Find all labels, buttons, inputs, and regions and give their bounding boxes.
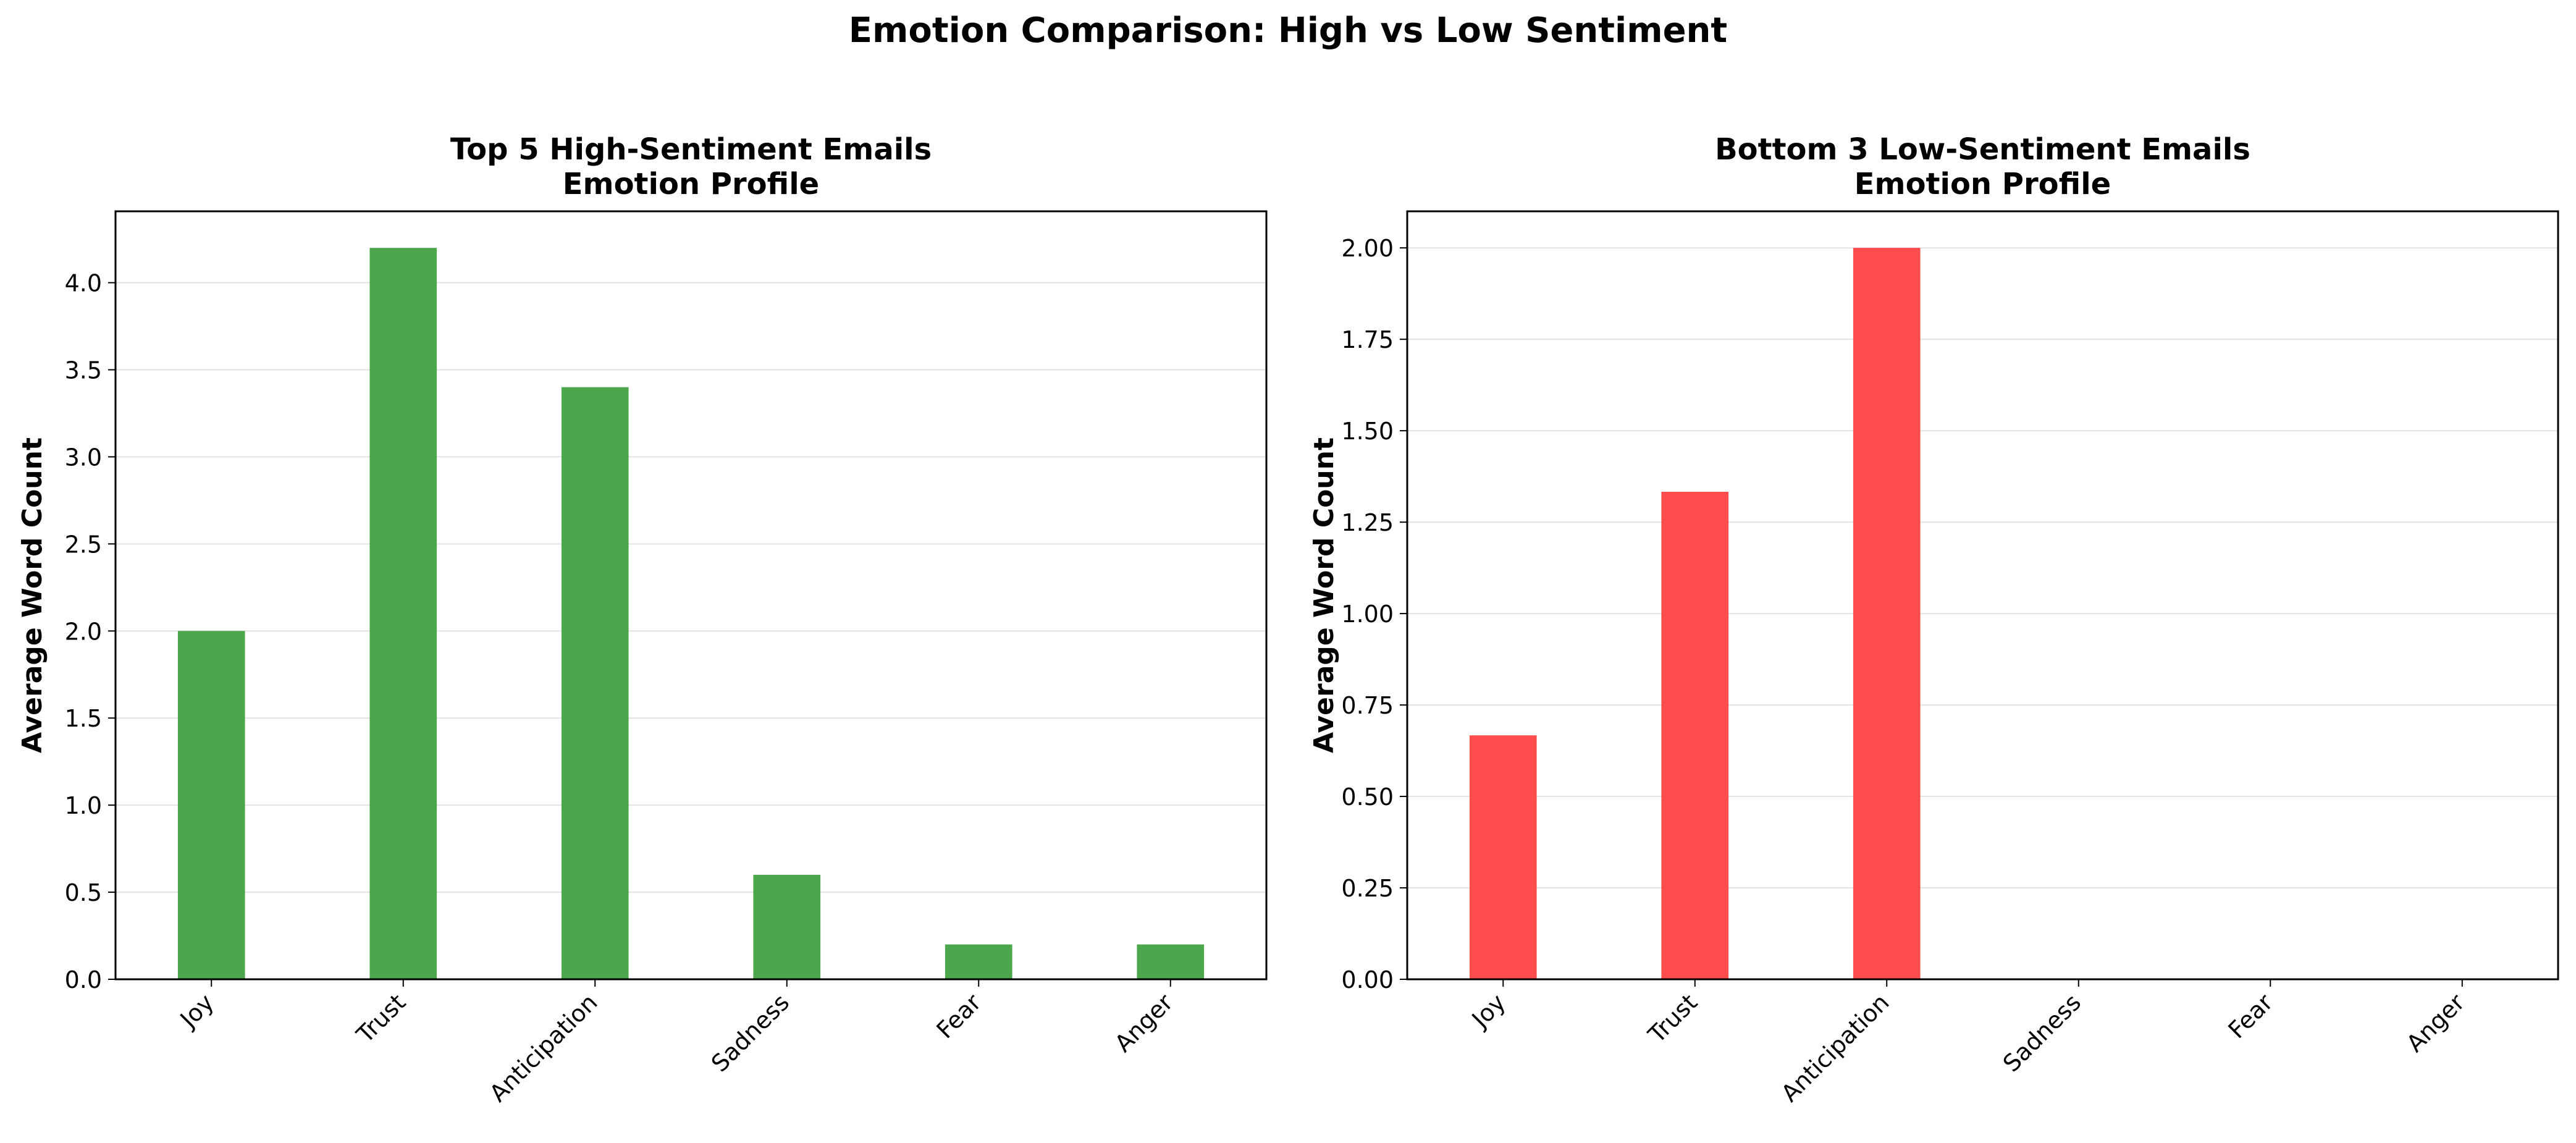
y-axis-label: Average Word Count (17, 437, 48, 753)
y-tick-label: 1.00 (1341, 601, 1394, 628)
bar-sadness (753, 874, 821, 979)
y-tick-label: 2.00 (1341, 235, 1394, 262)
bar-joy (177, 631, 245, 979)
bar-trust (1661, 491, 1729, 979)
y-tick-label: 0.00 (1341, 966, 1394, 993)
x-tick-label-sadness: Sadness (706, 989, 794, 1077)
chart-title-line: Emotion Profile (563, 167, 819, 201)
figure-suptitle: Emotion Comparison: High vs Low Sentimen… (849, 11, 1727, 51)
x-tick-label-sadness: Sadness (1998, 989, 2086, 1077)
y-tick-label: 1.25 (1341, 509, 1394, 536)
axes-frame (1406, 210, 2559, 981)
x-tick-label-joy: Joy (174, 989, 219, 1034)
y-tick-label: 1.50 (1341, 418, 1394, 445)
y-tick-label: 0.5 (65, 879, 102, 906)
chart-title-line: Emotion Profile (1854, 167, 2111, 201)
x-tick-label-joy: Joy (1466, 989, 1511, 1034)
y-tick-label: 0.75 (1341, 692, 1394, 719)
y-tick-label: 1.75 (1341, 326, 1394, 353)
y-tick-label: 0.25 (1341, 875, 1394, 902)
x-tick-label-trust: Trust (1643, 989, 1703, 1048)
chart-title-line: Bottom 3 Low-Sentiment Emails (1715, 132, 2250, 167)
y-tick-label: 3.0 (65, 444, 102, 471)
y-tick-label: 3.5 (65, 356, 102, 384)
y-tick-label: 1.0 (65, 792, 102, 819)
bar-joy (1469, 735, 1537, 979)
axes-frame (114, 210, 1268, 981)
x-tick-label-trust: Trust (351, 989, 411, 1048)
bar-anticipation (1853, 248, 1921, 980)
y-axis-label: Average Word Count (1308, 437, 1340, 753)
y-tick-label: 2.0 (65, 618, 102, 645)
x-tick-label-anger: Anger (2401, 989, 2470, 1057)
y-tick-label: 4.0 (65, 270, 102, 297)
chart-title-line: Top 5 High-Sentiment Emails (450, 132, 932, 167)
x-tick-label-anticipation: Anticipation (484, 989, 603, 1107)
bar-fear (945, 944, 1012, 979)
x-tick-label-fear: Fear (931, 989, 986, 1044)
bar-anticipation (561, 387, 629, 979)
y-tick-label: 0.50 (1341, 783, 1394, 811)
x-tick-label-fear: Fear (2223, 989, 2278, 1044)
y-tick-label: 2.5 (65, 531, 102, 558)
bar-anger (1137, 944, 1205, 979)
x-tick-label-anticipation: Anticipation (1776, 989, 1895, 1107)
x-tick-label-anger: Anger (1109, 989, 1178, 1057)
bar-trust (369, 248, 437, 980)
y-tick-label: 1.5 (65, 705, 102, 732)
y-tick-label: 0.0 (65, 966, 102, 993)
